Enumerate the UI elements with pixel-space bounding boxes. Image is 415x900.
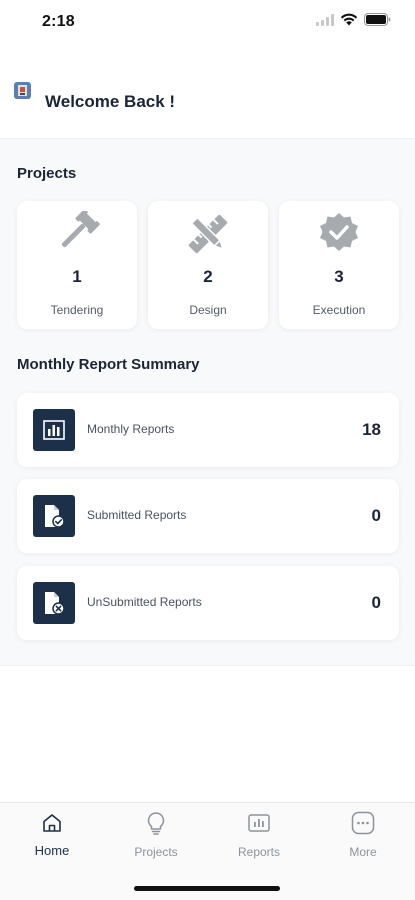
main-content: Projects 1 Tendering — [0, 138, 415, 666]
nav-label: More — [349, 845, 377, 859]
project-count: 2 — [203, 267, 213, 286]
projects-section-title: Projects — [17, 165, 77, 182]
nav-label: Projects — [134, 845, 178, 859]
nav-label: Home — [34, 843, 70, 858]
more-icon — [318, 809, 408, 837]
home-indicator[interactable] — [134, 886, 280, 891]
report-value: 0 — [371, 506, 381, 525]
report-value: 0 — [371, 593, 381, 612]
project-label: Tendering — [50, 303, 104, 317]
document-check-icon — [33, 495, 75, 537]
status-bar: 2:18 — [0, 0, 415, 44]
project-card-execution[interactable]: 3 Execution — [279, 201, 399, 329]
report-label: UnSubmitted Reports — [87, 595, 202, 609]
badge-check-icon — [279, 211, 399, 257]
document-cancel-icon — [33, 582, 75, 624]
bar-chart-icon — [33, 409, 75, 451]
wifi-icon — [340, 13, 358, 31]
lightbulb-icon — [111, 809, 201, 837]
status-icons — [316, 13, 391, 31]
home-icon — [7, 809, 97, 837]
project-card-design[interactable]: 2 Design — [148, 201, 268, 329]
project-label: Design — [189, 303, 227, 317]
pencil-ruler-icon — [148, 211, 268, 257]
welcome-title: Welcome Back ! — [45, 92, 176, 111]
project-label: Execution — [312, 303, 366, 317]
report-label: Submitted Reports — [87, 508, 187, 522]
nav-item-reports[interactable]: Reports — [214, 809, 304, 869]
report-item-submitted[interactable]: Submitted Reports 0 — [17, 479, 399, 553]
project-count: 1 — [72, 267, 82, 286]
reports-icon — [214, 809, 304, 837]
nav-item-projects[interactable]: Projects — [111, 809, 201, 869]
bottom-nav: Home Projects Reports — [0, 802, 415, 900]
nav-item-more[interactable]: More — [318, 809, 408, 869]
gavel-icon — [17, 211, 137, 257]
avatar[interactable] — [14, 82, 31, 99]
nav-label: Reports — [237, 845, 281, 859]
report-item-monthly[interactable]: Monthly Reports 18 — [17, 393, 399, 467]
report-label: Monthly Reports — [87, 422, 175, 436]
header: Welcome Back ! — [0, 70, 415, 134]
report-summary-title: Monthly Report Summary — [17, 356, 200, 373]
report-item-unsubmitted[interactable]: UnSubmitted Reports 0 — [17, 566, 399, 640]
signal-icon — [316, 13, 334, 31]
project-count: 3 — [334, 267, 344, 286]
report-value: 18 — [362, 420, 381, 439]
project-card-tendering[interactable]: 1 Tendering — [17, 201, 137, 329]
nav-item-home[interactable]: Home — [7, 809, 97, 869]
status-time: 2:18 — [42, 13, 75, 30]
battery-icon — [364, 13, 391, 31]
